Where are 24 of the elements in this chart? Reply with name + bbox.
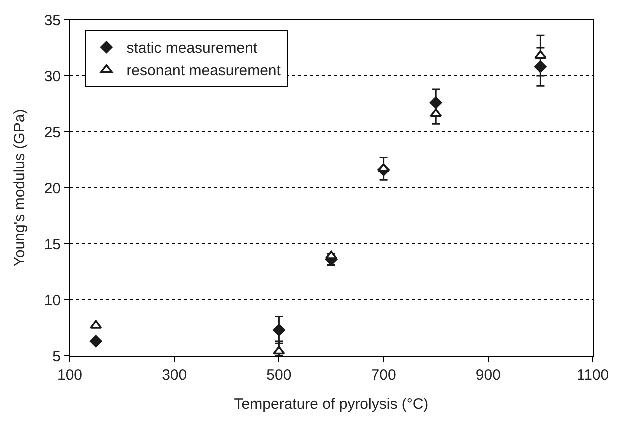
x-tick-label: 500 [266,367,292,384]
y-tick-label: 15 [44,236,61,254]
point [272,324,286,337]
point [90,334,103,348]
y-tick-label: 25 [44,124,61,142]
y-tick-label: 30 [44,68,61,86]
y-tick-label: 35 [44,12,61,30]
y-tick-label: 20 [44,180,61,198]
point [534,50,547,59]
x-axis-title: Temperature of pyrolysis (°C) [234,396,429,413]
legend-label: resonant measurement [126,62,282,80]
legend-label: static measurement [126,40,258,58]
point [90,320,102,329]
y-tick-label: 5 [52,348,61,366]
x-tick-label: 100 [57,367,83,384]
x-tick-label: 700 [371,367,396,384]
point [430,108,442,118]
y-tick-label: 10 [44,292,61,310]
x-tick-label: 300 [162,367,188,384]
x-tick-label: 1100 [576,367,610,384]
x-tick-label: 900 [476,367,501,384]
y-axis-title: Young's modulus (GPa) [12,109,29,267]
point [378,164,390,172]
point [273,346,286,355]
